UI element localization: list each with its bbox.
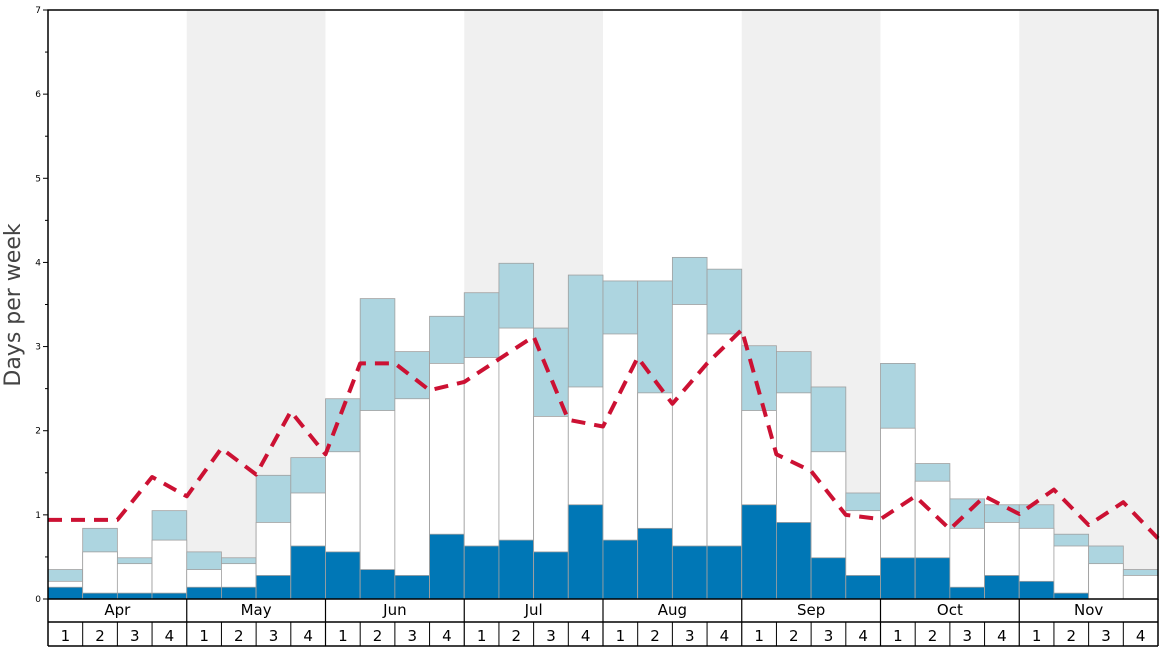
week-label-18: 2 (650, 627, 660, 645)
bar-dark-2 (82, 592, 118, 600)
week-label-12: 4 (442, 627, 452, 645)
y-tick-label-0: 0 (35, 595, 41, 605)
month-label-nov: Nov (1074, 601, 1103, 619)
week-label-1: 1 (61, 627, 71, 645)
month-label-jun: Jun (382, 601, 406, 619)
bar-dark-18 (637, 527, 673, 600)
bar-mid-11 (394, 398, 430, 600)
bar-dark-30 (1053, 592, 1090, 600)
week-label-7: 3 (269, 627, 279, 645)
week-label-14: 2 (512, 627, 522, 645)
bar-dark-10 (359, 569, 396, 600)
y-tick-label-7: 7 (35, 6, 41, 16)
week-label-2: 2 (95, 627, 105, 645)
bar-mid-30 (1053, 545, 1090, 600)
bar-dark-4 (151, 592, 188, 600)
trend-line-layer (48, 327, 1160, 540)
week-label-4: 4 (165, 627, 175, 645)
bar-dark-1 (47, 586, 84, 600)
month-label-oct: Oct (937, 601, 963, 619)
week-label-17: 1 (616, 627, 626, 645)
bar-dark-29 (1018, 580, 1055, 600)
week-label-27: 3 (962, 627, 972, 645)
bar-dark-11 (394, 575, 430, 600)
week-label-3: 3 (130, 627, 140, 645)
week-label-22: 2 (789, 627, 799, 645)
week-label-10: 2 (373, 627, 383, 645)
month-shade-nov (1019, 10, 1158, 599)
week-label-30: 2 (1067, 627, 1077, 645)
bar-dark-26 (914, 557, 951, 600)
bar-dark-20 (706, 545, 743, 600)
bar-dark-28 (984, 575, 1020, 600)
week-label-21: 1 (754, 627, 764, 645)
week-label-9: 1 (338, 627, 348, 645)
bar-dark-17 (602, 539, 639, 600)
week-label-28: 4 (997, 627, 1007, 645)
bar-dark-25 (880, 557, 916, 600)
week-label-15: 3 (546, 627, 556, 645)
trend-line (48, 327, 1160, 540)
y-tick-label-4: 4 (35, 258, 41, 268)
y-tick-label-3: 3 (35, 343, 41, 353)
bar-dark-15 (533, 551, 569, 600)
bar-dark-12 (429, 533, 465, 600)
week-label-16: 4 (581, 627, 591, 645)
bar-dark-24 (845, 575, 881, 600)
bar-dark-3 (116, 592, 153, 600)
bar-dark-23 (810, 557, 847, 600)
week-label-8: 4 (303, 627, 313, 645)
week-label-23: 3 (824, 627, 834, 645)
week-label-29: 1 (1032, 627, 1042, 645)
month-label-apr: Apr (104, 601, 131, 619)
bar-dark-6 (221, 586, 257, 600)
week-label-26: 2 (928, 627, 938, 645)
month-label-jul: Jul (524, 601, 543, 619)
week-label-19: 3 (685, 627, 695, 645)
bar-mid-31 (1088, 563, 1124, 600)
week-label-5: 1 (199, 627, 209, 645)
week-label-6: 2 (234, 627, 244, 645)
y-tick-label-2: 2 (35, 427, 41, 437)
axes-layer: 0 1 2 3 4 5 6 7 Apr 1 2 3 4 May 1 2 3 4 Jun 1 2 3 4 Jul 1 2 3 4 Aug 1… (35, 6, 1159, 647)
week-label-31: 3 (1101, 627, 1111, 645)
week-label-20: 4 (720, 627, 730, 645)
bar-dark-13 (463, 545, 500, 600)
bar-dark-9 (325, 551, 361, 600)
bar-mid-2 (82, 551, 118, 600)
bar-mid-4 (151, 539, 188, 600)
bar-dark-21 (741, 504, 777, 600)
y-tick-label-5: 5 (35, 174, 41, 184)
bar-dark-22 (776, 522, 812, 600)
bar-mid-10 (359, 410, 396, 600)
y-tick-label-1: 1 (35, 511, 41, 521)
week-label-24: 4 (858, 627, 868, 645)
bar-dark-16 (567, 504, 604, 600)
month-label-sep: Sep (797, 601, 825, 619)
bar-mid-32 (1122, 575, 1159, 600)
bar-dark-19 (671, 545, 708, 600)
bar-dark-8 (290, 545, 326, 600)
week-label-25: 1 (893, 627, 903, 645)
bar-dark-14 (498, 539, 535, 600)
week-label-32: 4 (1136, 627, 1146, 645)
week-label-11: 3 (407, 627, 417, 645)
bar-dark-5 (186, 586, 222, 600)
month-label-aug: Aug (658, 601, 687, 619)
week-label-13: 1 (477, 627, 487, 645)
month-label-may: May (241, 601, 272, 619)
bar-dark-27 (949, 586, 985, 600)
y-tick-label-6: 6 (35, 90, 41, 100)
bar-dark-7 (255, 575, 292, 600)
y-axis-label: Days per week (1, 223, 26, 386)
